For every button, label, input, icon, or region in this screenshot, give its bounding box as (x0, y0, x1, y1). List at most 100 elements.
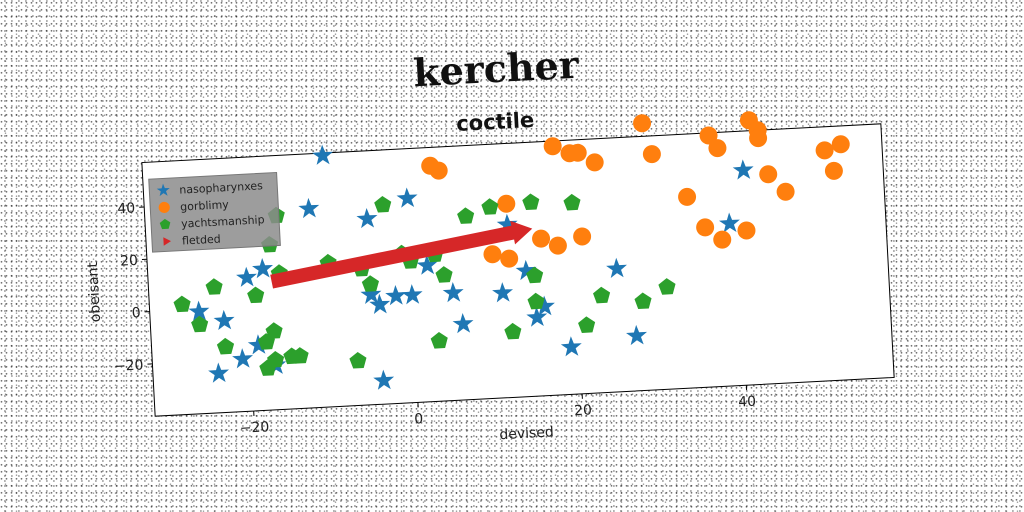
nasopharynxes-point (373, 369, 395, 390)
gorblimy-point (532, 229, 551, 248)
nasopharynxes-point (252, 257, 274, 279)
gorblimy-point (585, 153, 604, 172)
gorblimy-point (573, 227, 592, 246)
legend-label: fletded (182, 233, 221, 248)
x-tick-label: 40 (738, 394, 757, 411)
yachtsmanship-point (563, 193, 581, 211)
nasopharynxes-point (401, 284, 423, 305)
arrow-annotation (270, 220, 533, 289)
yachtsmanship-point (457, 207, 475, 224)
nasopharynxes-point (396, 187, 418, 208)
yachtsmanship-point (634, 292, 652, 310)
nasopharynxes-point (526, 306, 548, 327)
x-tick-label: 0 (414, 411, 424, 427)
nasopharynxes-point (492, 282, 513, 303)
gorblimy-point (759, 165, 778, 184)
legend-marker-gorblimy (158, 201, 170, 214)
nasopharynxes-point (311, 144, 333, 165)
gorblimy-point (543, 137, 562, 156)
chart-subtitle: coctile (456, 108, 535, 136)
yachtsmanship-point (481, 198, 499, 215)
x-tick-label: −20 (239, 419, 269, 437)
nasopharynxes-point (626, 324, 648, 346)
nasopharynxes-point (356, 207, 378, 229)
nasopharynxes-point (369, 293, 391, 315)
yachtsmanship-point (526, 266, 544, 284)
yachtsmanship-point (247, 286, 265, 304)
axis-ticks: −20 0 20 40 −20 0 20 40 (114, 200, 757, 437)
nasopharynxes-point (208, 362, 230, 383)
legend-label: yachtsmanship (181, 213, 265, 230)
y-axis-label: obeisant (85, 261, 104, 322)
nasopharynxes-point (533, 295, 555, 316)
nasopharynxes-point (360, 283, 382, 304)
legend-marker-yachtsmanship (159, 218, 171, 230)
nasopharynxes-point (232, 348, 253, 369)
yachtsmanship-point (522, 193, 540, 210)
yachtsmanship-point (527, 292, 545, 310)
yachtsmanship-point (349, 352, 367, 369)
yachtsmanship-point (361, 275, 379, 292)
yachtsmanship-point (173, 295, 191, 313)
gorblimy-point (483, 245, 502, 264)
gorblimy-point (749, 129, 768, 148)
y-tick-label: 20 (120, 253, 139, 270)
gorblimy-point (568, 143, 587, 162)
gorblimy-point (696, 218, 715, 237)
gorblimy-point (708, 139, 727, 158)
legend-marker-nasopharynxes (156, 183, 170, 197)
nasopharynxes-point (298, 197, 320, 219)
gorblimy-point (497, 194, 516, 213)
y-tick-label: 0 (131, 305, 141, 321)
nasopharynxes-point (213, 309, 235, 330)
yachtsmanship-point (374, 195, 392, 213)
nasopharynxes-point (452, 313, 474, 334)
gorblimy-point (713, 230, 732, 249)
gorblimy-point (776, 182, 795, 201)
gorblimy-point (678, 187, 697, 206)
yachtsmanship-point (265, 322, 283, 339)
nasopharynxes-point (718, 212, 740, 233)
y-tick-label: 40 (117, 200, 136, 217)
gorblimy-point (633, 114, 652, 133)
nasopharynxes-point (442, 282, 464, 303)
nasopharynxes-point (560, 336, 582, 357)
y-tick-label: −20 (114, 357, 144, 375)
gorblimy-point (548, 236, 567, 255)
legend-label: nasopharynxes (179, 179, 263, 196)
yachtsmanship-point (578, 316, 596, 333)
nasopharynxes-point (416, 254, 438, 275)
yachtsmanship-point (259, 359, 277, 376)
nasopharynxes-point (385, 285, 407, 306)
gorblimy-point (699, 126, 718, 145)
gorblimy-point (831, 135, 850, 154)
gorblimy-point (824, 161, 843, 180)
yachtsmanship-point (430, 332, 448, 349)
yachtsmanship-point (658, 278, 676, 295)
legend-box (148, 171, 281, 253)
yachtsmanship-point (593, 286, 611, 304)
yachtsmanship-point (191, 315, 209, 333)
annotations (270, 220, 533, 289)
legend-marker-fletded (163, 237, 172, 246)
gorblimy-point (429, 161, 448, 180)
x-tick-label: 20 (574, 402, 593, 419)
chart-title: kercher (412, 42, 581, 96)
plot-group: coctile −20 0 20 40 −20 0 20 40 devised obeisan… (85, 108, 895, 443)
nasopharynxes-point (732, 159, 754, 180)
yachtsmanship-point (435, 266, 453, 283)
nasopharynxes-point (236, 266, 257, 287)
yachtsmanship-point (216, 337, 235, 355)
legend-label: gorblimy (180, 198, 230, 214)
yachtsmanship-point (504, 322, 522, 340)
yachtsmanship-point (205, 278, 223, 295)
gorblimy-point (815, 141, 834, 160)
gorblimy-point (737, 221, 756, 240)
gorblimy-point (642, 145, 661, 164)
nasopharynxes-point (188, 300, 210, 321)
plot-area (141, 123, 895, 417)
nasopharynxes-point (606, 257, 627, 278)
yachtsmanship-point (291, 347, 309, 364)
